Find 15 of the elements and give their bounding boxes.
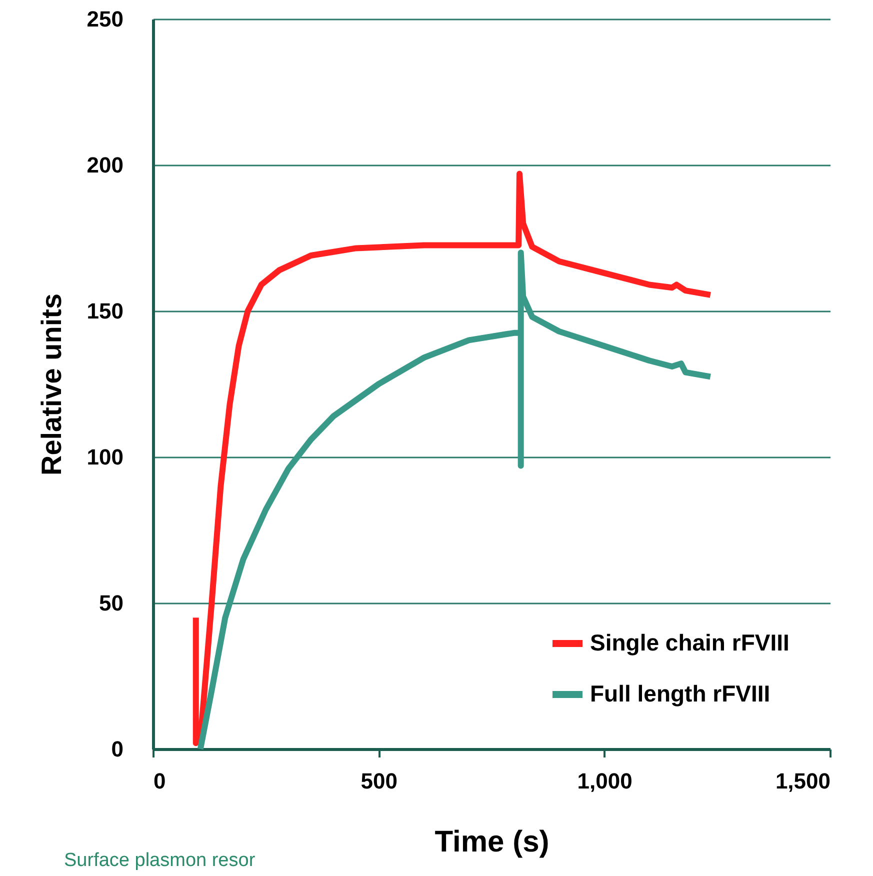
x-tick-label: 1,000 [577, 768, 632, 794]
y-axis-title: Relative units [36, 293, 67, 476]
legend-label: Single chain rFVIII [590, 630, 790, 656]
text: Surface plasmon resor [64, 850, 256, 872]
x-tick-label: 0 [154, 768, 166, 794]
y-tick-label: 50 [99, 590, 124, 616]
y-tick-label: 0 [111, 736, 124, 762]
y-tick-label: 150 [86, 298, 124, 324]
y-tick-label: 200 [86, 152, 124, 178]
legend-label: Full length rFVIII [590, 680, 770, 706]
y-tick-label: 100 [86, 444, 124, 470]
y-tick-label: 250 [86, 6, 124, 32]
x-axis-title: Time (s) [434, 826, 550, 858]
x-tick-label: 500 [360, 768, 398, 794]
x-tick-label: 1,500 [775, 768, 830, 794]
